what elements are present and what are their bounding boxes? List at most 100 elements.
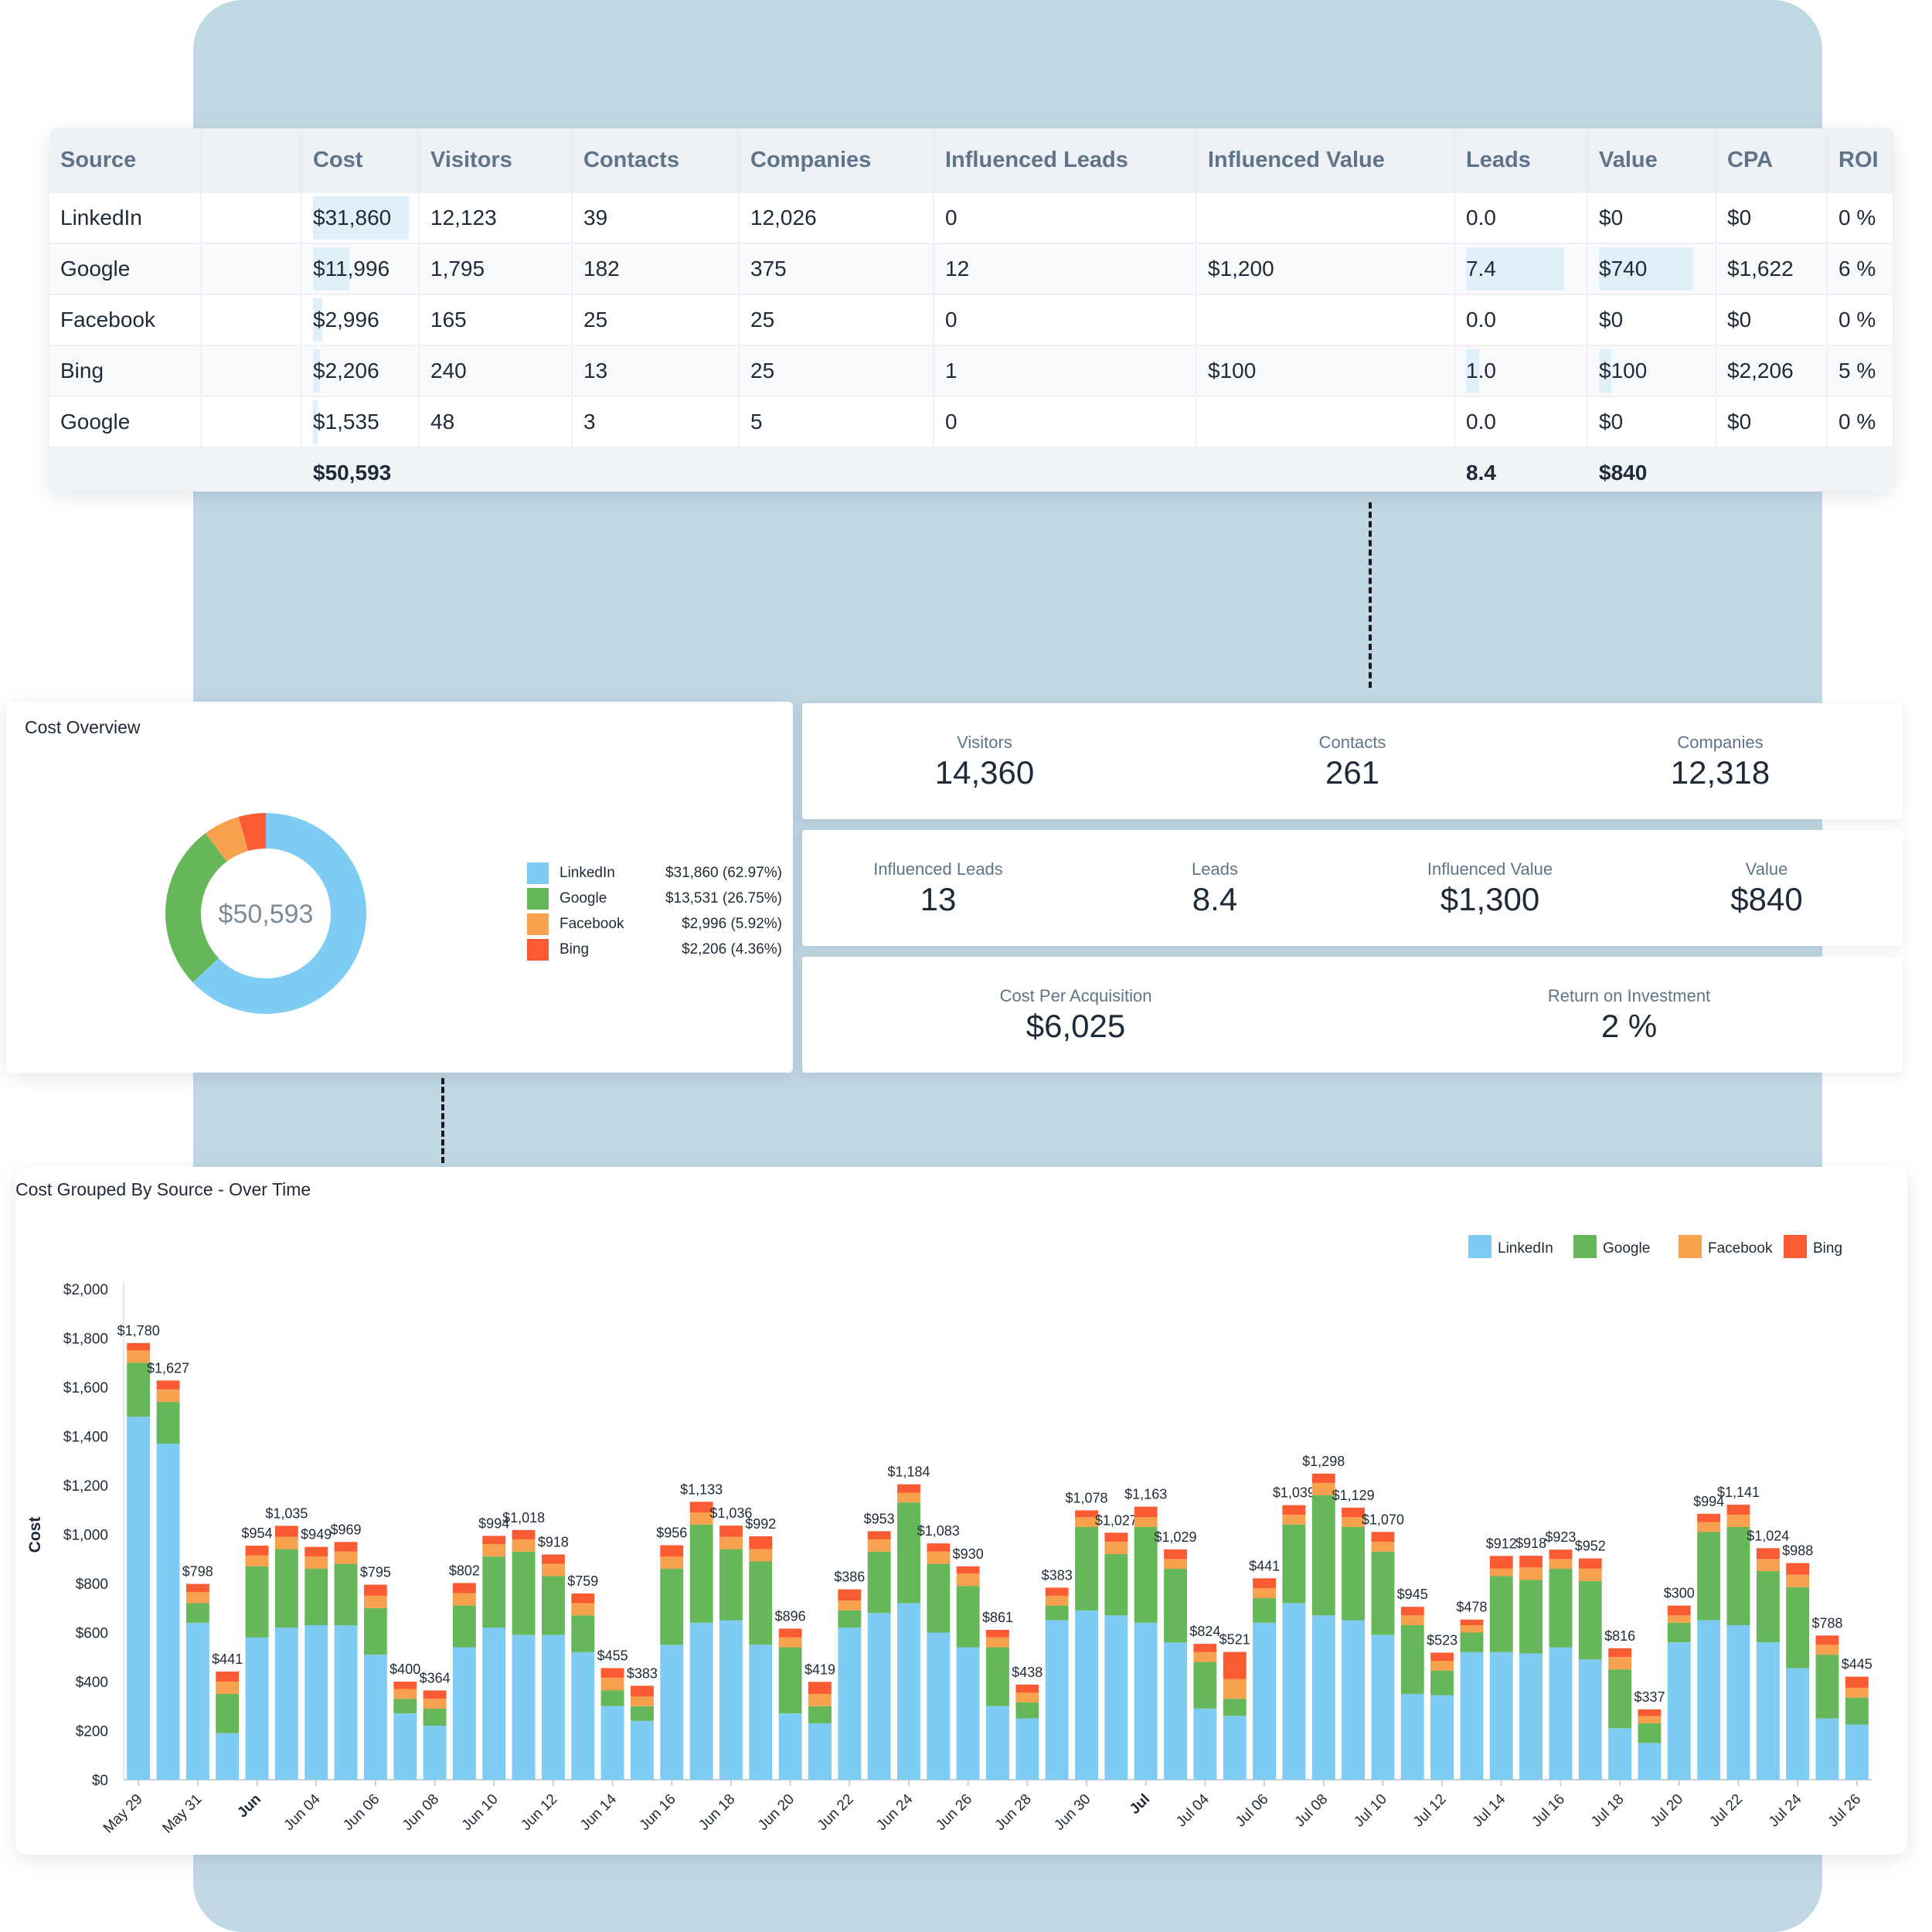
bar-google[interactable] <box>1815 1655 1839 1719</box>
bar-google[interactable] <box>956 1586 980 1648</box>
bar-google[interactable] <box>423 1708 447 1726</box>
bar-linkedin[interactable] <box>393 1713 417 1780</box>
column-header[interactable]: Companies <box>739 128 934 192</box>
bar-linkedin[interactable] <box>1282 1603 1306 1780</box>
chart-legend-swatch-google[interactable] <box>1573 1235 1597 1258</box>
bar-google[interactable] <box>838 1610 862 1628</box>
bar-google[interactable] <box>1697 1532 1721 1621</box>
bar-facebook[interactable] <box>1578 1569 1602 1581</box>
bar-facebook[interactable] <box>423 1699 447 1709</box>
bar-google[interactable] <box>1075 1527 1098 1611</box>
bar-facebook[interactable] <box>600 1678 624 1691</box>
bar-facebook[interactable] <box>216 1682 240 1694</box>
bar-linkedin[interactable] <box>867 1613 891 1780</box>
bar-facebook[interactable] <box>1845 1687 1869 1698</box>
donut-slice-google[interactable] <box>165 833 227 983</box>
bar-facebook[interactable] <box>363 1595 387 1608</box>
bar-linkedin[interactable] <box>1786 1668 1810 1781</box>
bar-linkedin[interactable] <box>1193 1708 1217 1780</box>
bar-google[interactable] <box>274 1549 298 1628</box>
bar-linkedin[interactable] <box>897 1603 920 1780</box>
bar-google[interactable] <box>304 1569 328 1625</box>
bar-google[interactable] <box>808 1706 832 1723</box>
bar-linkedin[interactable] <box>274 1628 298 1780</box>
bar-bing[interactable] <box>393 1682 417 1689</box>
bar-google[interactable] <box>482 1556 506 1628</box>
bar-google[interactable] <box>660 1569 684 1645</box>
bar-linkedin[interactable] <box>1460 1651 1484 1780</box>
bar-bing[interactable] <box>1104 1532 1128 1542</box>
bar-bing[interactable] <box>1667 1605 1691 1616</box>
bar-google[interactable] <box>1193 1662 1217 1709</box>
bar-google[interactable] <box>452 1605 476 1648</box>
bar-bing[interactable] <box>1223 1651 1247 1679</box>
bar-google[interactable] <box>156 1402 180 1444</box>
bar-facebook[interactable] <box>1430 1661 1454 1671</box>
bar-facebook[interactable] <box>1104 1542 1128 1554</box>
bar-bing[interactable] <box>185 1583 209 1593</box>
bar-bing[interactable] <box>423 1690 447 1699</box>
bar-bing[interactable] <box>1726 1505 1750 1515</box>
bar-google[interactable] <box>1489 1576 1513 1652</box>
bar-linkedin[interactable] <box>927 1632 951 1781</box>
bar-google[interactable] <box>1282 1524 1306 1604</box>
bar-linkedin[interactable] <box>423 1726 447 1780</box>
bar-google[interactable] <box>1756 1571 1780 1643</box>
bar-facebook[interactable] <box>838 1600 862 1611</box>
bar-bing[interactable] <box>1608 1648 1632 1658</box>
bar-bing[interactable] <box>1845 1676 1869 1688</box>
bar-google[interactable] <box>1726 1527 1750 1625</box>
bar-facebook[interactable] <box>1489 1569 1513 1577</box>
bar-facebook[interactable] <box>185 1592 209 1604</box>
bar-google[interactable] <box>1253 1598 1276 1623</box>
table-row[interactable]: Google $11,996 1,795 182 375 12 $1,200 7.4 $740 $… <box>49 243 1893 294</box>
bar-linkedin[interactable] <box>1253 1622 1276 1780</box>
bar-facebook[interactable] <box>719 1536 743 1549</box>
bar-linkedin[interactable] <box>156 1444 180 1780</box>
bar-facebook[interactable] <box>1342 1517 1365 1527</box>
bar-linkedin[interactable] <box>185 1622 209 1780</box>
bar-bing[interactable] <box>600 1668 624 1679</box>
bar-linkedin[interactable] <box>749 1645 773 1780</box>
bar-google[interactable] <box>216 1693 240 1733</box>
bar-google[interactable] <box>1045 1605 1069 1621</box>
bar-linkedin[interactable] <box>542 1634 565 1780</box>
bar-bing[interactable] <box>1015 1684 1039 1693</box>
bar-facebook[interactable] <box>1223 1679 1247 1699</box>
bar-facebook[interactable] <box>689 1512 713 1525</box>
bar-google[interactable] <box>1845 1697 1869 1725</box>
bar-google[interactable] <box>245 1566 269 1638</box>
bar-linkedin[interactable] <box>808 1723 832 1780</box>
bar-facebook[interactable] <box>1371 1542 1395 1552</box>
bar-linkedin[interactable] <box>719 1620 743 1780</box>
bar-linkedin[interactable] <box>1075 1610 1098 1780</box>
bar-facebook[interactable] <box>245 1555 269 1566</box>
bar-bing[interactable] <box>1253 1578 1276 1589</box>
bar-facebook[interactable] <box>274 1536 298 1549</box>
bar-linkedin[interactable] <box>1815 1718 1839 1780</box>
bar-google[interactable] <box>185 1603 209 1623</box>
bar-linkedin[interactable] <box>1223 1716 1247 1781</box>
bar-facebook[interactable] <box>1311 1482 1335 1495</box>
bar-bing[interactable] <box>274 1526 298 1537</box>
bar-google[interactable] <box>1104 1553 1128 1616</box>
chart-legend-label[interactable]: Facebook <box>1708 1240 1773 1257</box>
chart-legend-swatch-linkedin[interactable] <box>1468 1235 1492 1258</box>
bar-google[interactable] <box>334 1563 358 1625</box>
bar-linkedin[interactable] <box>1638 1743 1662 1780</box>
bar-google[interactable] <box>542 1576 565 1635</box>
bar-facebook[interactable] <box>512 1539 536 1552</box>
bar-google[interactable] <box>1371 1551 1395 1635</box>
bar-linkedin[interactable] <box>571 1651 595 1780</box>
bar-linkedin[interactable] <box>1430 1695 1454 1781</box>
bar-linkedin[interactable] <box>956 1647 980 1781</box>
chart-legend-label[interactable]: Google <box>1603 1240 1650 1257</box>
bar-bing[interactable] <box>1371 1532 1395 1542</box>
bar-bing[interactable] <box>1489 1556 1513 1569</box>
chart-legend-swatch-bing[interactable] <box>1784 1235 1807 1258</box>
bar-linkedin[interactable] <box>452 1647 476 1781</box>
bar-facebook[interactable] <box>986 1637 1009 1648</box>
chart-legend-swatch-facebook[interactable] <box>1679 1235 1702 1258</box>
bar-facebook[interactable] <box>1045 1595 1069 1606</box>
bar-facebook[interactable] <box>1815 1645 1839 1655</box>
